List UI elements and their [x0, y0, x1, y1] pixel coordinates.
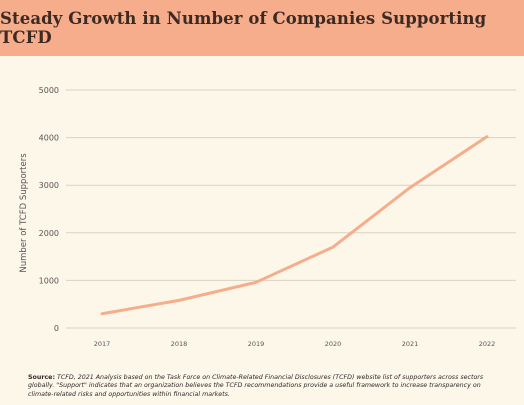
title-banner: Steady Growth in Number of Companies Sup… [0, 0, 524, 56]
y-tick-label: 2000 [39, 229, 59, 238]
y-tick-label: 0 [54, 324, 59, 333]
source-note: Source: TCFD, 2021 Analysis based on the… [28, 374, 508, 399]
y-tick-label: 4000 [39, 134, 59, 143]
grid [66, 89, 516, 329]
x-tick-label: 2021 [402, 340, 419, 348]
source-label: Source: [28, 374, 55, 381]
y-tick-labels: 0 1000 2000 3000 4000 5000 [39, 86, 59, 333]
y-axis-label: Number of TCFD Supporters [19, 153, 29, 273]
x-tick-labels: 2017 2018 2019 2020 2021 2022 [94, 340, 496, 348]
x-tick-label: 2018 [171, 340, 188, 348]
series-layer [100, 135, 489, 316]
x-tick-label: 2017 [94, 340, 111, 348]
y-tick-label: 5000 [39, 86, 59, 95]
chart-title: Steady Growth in Number of Companies Sup… [0, 9, 487, 47]
x-tick-label: 2020 [325, 340, 342, 348]
y-tick-label: 3000 [39, 181, 59, 190]
series-line [100, 135, 489, 316]
x-tick-label: 2019 [248, 340, 265, 348]
x-tick-label: 2022 [479, 340, 496, 348]
y-tick-label: 1000 [39, 276, 59, 285]
source-text: TCFD, 2021 Analysis based on the Task Fo… [28, 374, 484, 398]
